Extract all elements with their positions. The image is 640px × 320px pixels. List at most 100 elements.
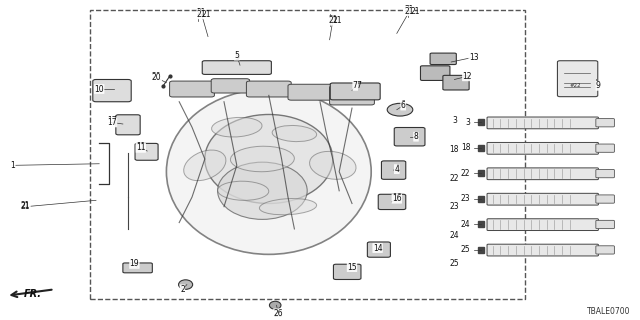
Text: 11: 11 [136, 143, 145, 152]
FancyBboxPatch shape [420, 66, 450, 80]
Text: 2: 2 [180, 285, 185, 294]
FancyBboxPatch shape [381, 161, 406, 179]
FancyBboxPatch shape [246, 81, 291, 97]
Text: 14: 14 [372, 244, 383, 252]
Bar [90, 10, 525, 299]
Text: 3: 3 [452, 116, 457, 125]
Text: 21: 21 [21, 202, 30, 211]
FancyBboxPatch shape [596, 195, 614, 203]
Text: 24: 24 [449, 231, 460, 240]
FancyBboxPatch shape [333, 264, 361, 279]
Text: 4: 4 [394, 164, 399, 173]
Text: 6: 6 [401, 101, 406, 110]
Text: 21: 21 [333, 16, 342, 25]
Ellipse shape [387, 103, 413, 116]
Text: 13: 13 [468, 53, 479, 62]
Text: 21: 21 [405, 5, 414, 14]
FancyBboxPatch shape [596, 220, 614, 228]
FancyBboxPatch shape [330, 86, 374, 105]
FancyBboxPatch shape [288, 84, 339, 100]
Text: 12: 12 [463, 72, 472, 81]
Ellipse shape [310, 151, 356, 179]
FancyBboxPatch shape [596, 144, 614, 152]
FancyBboxPatch shape [487, 244, 598, 256]
Text: 5: 5 [234, 53, 239, 62]
Ellipse shape [272, 125, 317, 142]
Text: 22: 22 [450, 173, 459, 182]
FancyBboxPatch shape [394, 127, 425, 146]
Text: 9: 9 [596, 81, 601, 90]
Ellipse shape [218, 162, 307, 220]
FancyBboxPatch shape [596, 170, 614, 178]
FancyBboxPatch shape [596, 246, 614, 254]
Ellipse shape [259, 198, 317, 215]
Text: 1: 1 [10, 161, 15, 170]
Text: 20: 20 [152, 73, 162, 83]
Text: 15: 15 [347, 263, 357, 272]
FancyBboxPatch shape [487, 219, 598, 230]
Ellipse shape [179, 280, 193, 289]
Ellipse shape [184, 150, 226, 180]
Ellipse shape [166, 89, 371, 254]
Text: 23: 23 [461, 194, 470, 203]
Text: 15: 15 [347, 263, 357, 272]
Text: TBALE0700: TBALE0700 [587, 308, 630, 316]
Text: 7: 7 [356, 81, 361, 90]
Text: 8: 8 [413, 132, 419, 141]
Text: 10: 10 [94, 84, 104, 93]
Text: 8: 8 [413, 132, 419, 141]
FancyBboxPatch shape [487, 193, 598, 205]
Text: 25: 25 [449, 260, 460, 268]
FancyBboxPatch shape [330, 83, 380, 100]
FancyBboxPatch shape [557, 61, 598, 97]
Text: 11: 11 [136, 142, 145, 151]
Text: 5: 5 [234, 51, 239, 60]
Ellipse shape [212, 117, 262, 137]
FancyBboxPatch shape [123, 263, 152, 273]
FancyBboxPatch shape [443, 75, 469, 90]
FancyBboxPatch shape [367, 242, 390, 257]
FancyBboxPatch shape [202, 61, 271, 75]
FancyBboxPatch shape [378, 194, 406, 210]
Text: 23: 23 [449, 202, 460, 211]
Text: 21: 21 [21, 201, 30, 210]
Text: 19: 19 [129, 260, 140, 268]
Text: 2: 2 [180, 285, 185, 294]
Text: 6: 6 [401, 100, 406, 109]
FancyBboxPatch shape [430, 53, 456, 65]
Text: 14: 14 [372, 244, 383, 252]
Text: 10: 10 [94, 84, 104, 93]
FancyBboxPatch shape [487, 168, 598, 180]
Text: 25: 25 [461, 245, 470, 254]
Text: 12: 12 [463, 72, 472, 81]
Ellipse shape [230, 146, 294, 172]
FancyBboxPatch shape [211, 79, 250, 93]
Text: #22: #22 [570, 83, 581, 88]
Text: 22: 22 [461, 169, 470, 178]
FancyBboxPatch shape [487, 117, 598, 129]
Text: 21: 21 [197, 8, 206, 17]
FancyBboxPatch shape [596, 119, 614, 127]
FancyBboxPatch shape [116, 115, 140, 135]
Text: 19: 19 [129, 260, 140, 268]
Text: 21: 21 [405, 7, 414, 16]
Text: 18: 18 [450, 145, 459, 154]
Text: 16: 16 [392, 194, 402, 203]
Text: 9: 9 [596, 81, 601, 90]
Ellipse shape [205, 115, 333, 204]
FancyBboxPatch shape [93, 79, 131, 102]
Text: FR.: FR. [24, 289, 42, 299]
Text: 1: 1 [10, 161, 15, 170]
Text: 21: 21 [411, 7, 420, 16]
Text: 3: 3 [465, 118, 470, 127]
Text: 21: 21 [21, 202, 30, 211]
Text: 26: 26 [273, 310, 284, 319]
Text: 13: 13 [468, 53, 479, 62]
Text: 4: 4 [394, 165, 399, 174]
Text: 24: 24 [461, 220, 470, 229]
Text: 17: 17 [107, 118, 117, 127]
Text: 21: 21 [197, 10, 206, 19]
Text: 16: 16 [392, 193, 402, 202]
Text: 17: 17 [107, 116, 117, 125]
Text: 18: 18 [461, 143, 470, 152]
